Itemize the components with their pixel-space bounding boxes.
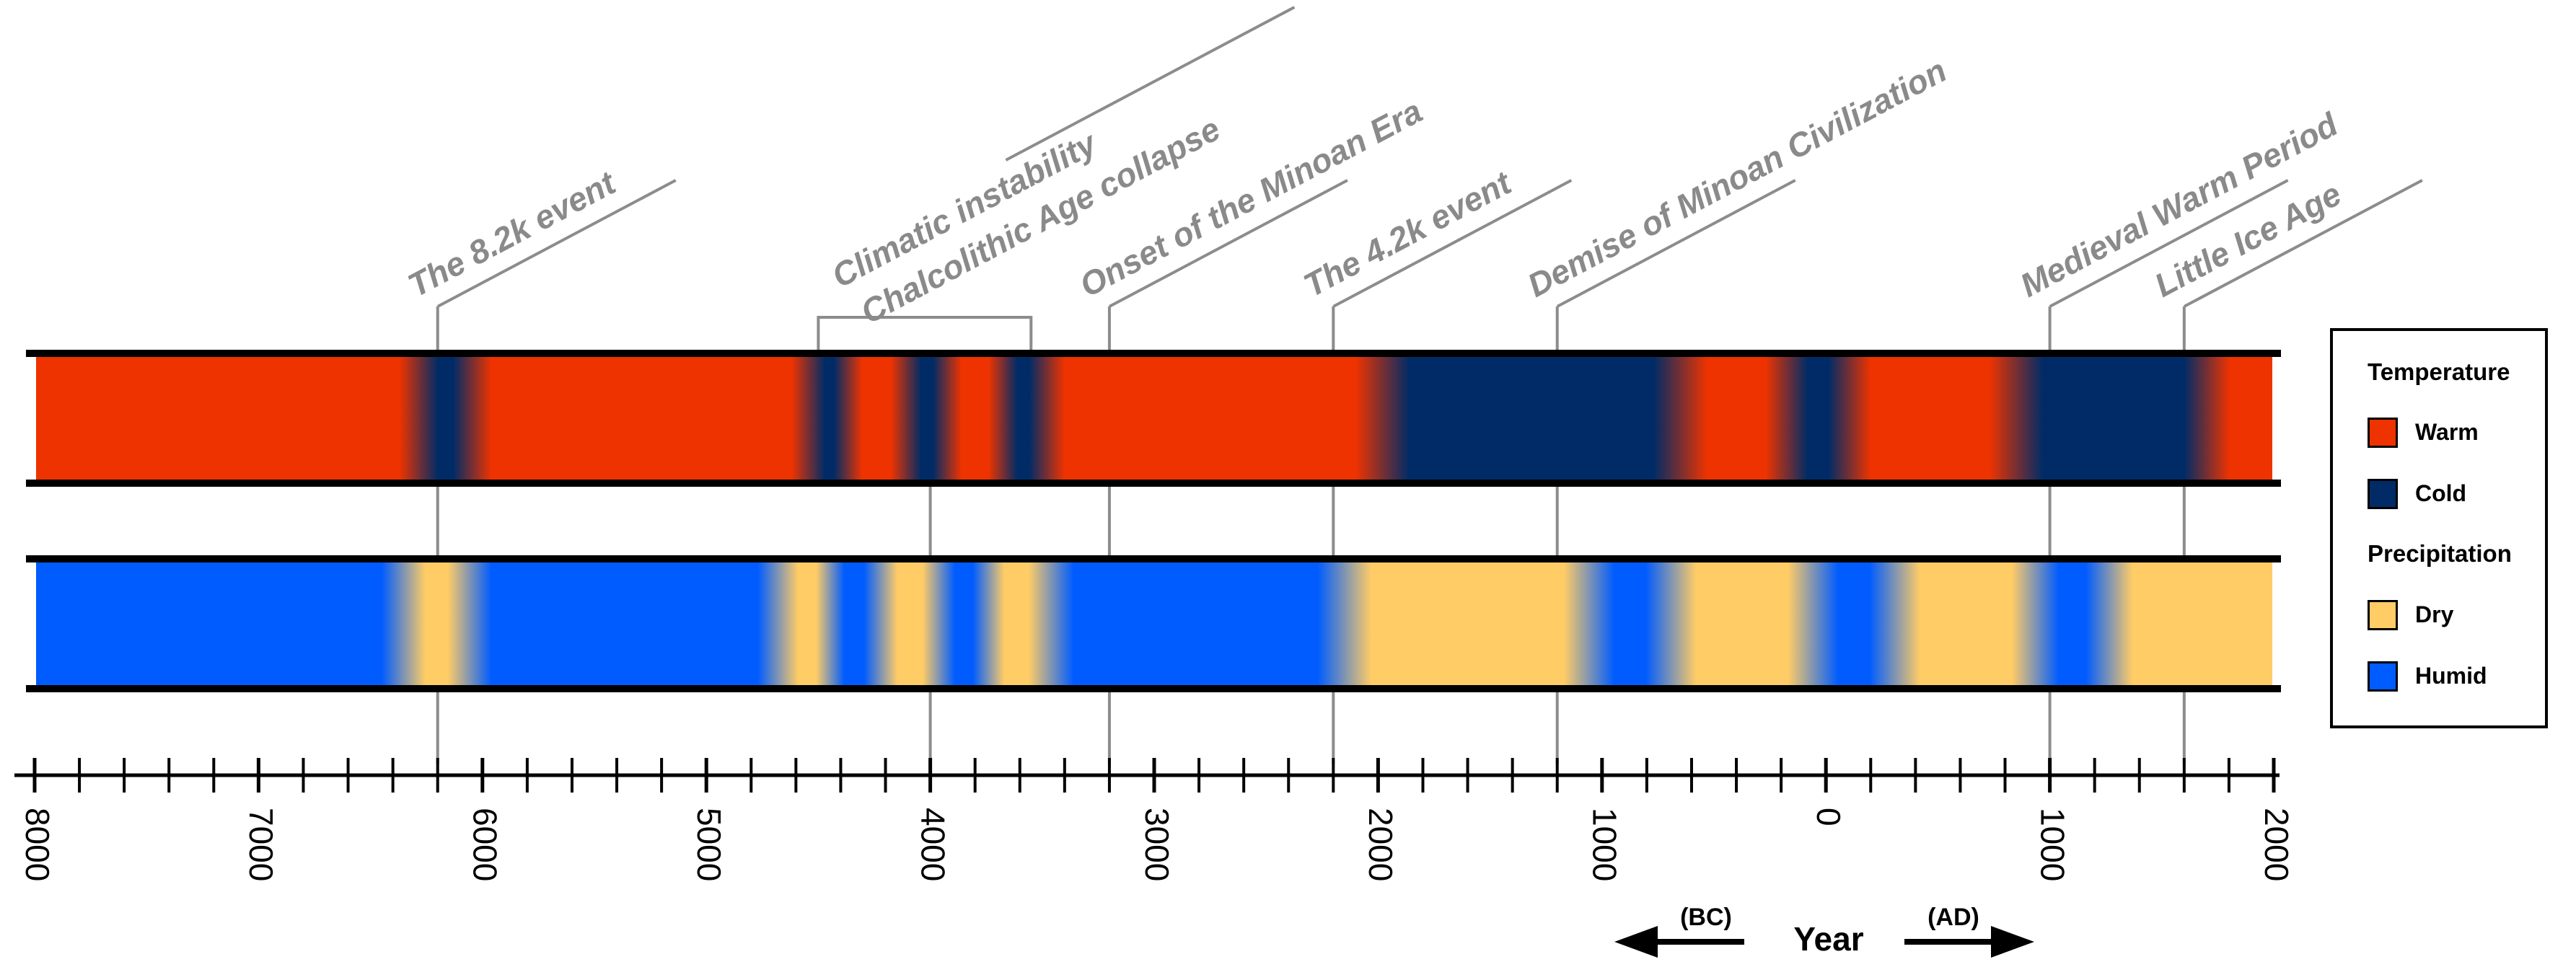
- humid-swatch: [2368, 661, 2398, 692]
- left-arrow-icon: [1614, 926, 1744, 958]
- precipitation-bar: [26, 555, 2281, 692]
- event-labels: The 8.2k event Climatic instabilityChalco…: [402, 6, 2423, 350]
- event-label-demise-of-minoan-civilization: Demise of Minoan Civilization: [1521, 51, 1953, 304]
- event-label-the-4-2k-event: The 4.2k event: [1298, 163, 1518, 304]
- right-arrow-icon: [1904, 926, 2034, 958]
- x-tick-label: 1000: [2034, 808, 2071, 881]
- x-tick-label: 6000: [467, 808, 504, 881]
- x-tick-label: 0: [1810, 808, 1847, 826]
- event-leader-line: [1108, 179, 1348, 308]
- event-leader-line: [1332, 179, 1573, 308]
- x-axis-title: Year: [1793, 920, 1863, 958]
- ad-label: (AD): [1927, 904, 1979, 931]
- event-leader-line: [2183, 179, 2423, 308]
- legend-label-humid: Humid: [2415, 663, 2487, 689]
- x-tick-label: 5000: [690, 808, 728, 881]
- event-label-the-8-2k-event: The 8.2k event: [402, 163, 623, 304]
- warm-swatch: [2368, 418, 2398, 448]
- event-leader-line: [436, 179, 677, 308]
- dry-swatch: [2368, 600, 2398, 630]
- temperature-bar-fill: [36, 353, 2272, 483]
- temperature-bar: [26, 350, 2281, 487]
- legend-label-warm: Warm: [2415, 419, 2479, 445]
- axis-title-group: (BC) (AD) Year: [1614, 904, 2034, 958]
- x-tick-label: 7000: [242, 808, 280, 881]
- legend-temperature-title: Temperature: [2368, 358, 2510, 385]
- legend-precipitation-title: Precipitation: [2368, 540, 2512, 567]
- x-tick-label: 3000: [1138, 808, 1176, 881]
- cold-swatch: [2368, 479, 2398, 509]
- bc-label: (BC): [1680, 904, 1732, 931]
- x-tick-label: 8000: [19, 808, 56, 881]
- x-tick-label: 2000: [1362, 808, 1399, 881]
- precipitation-bar-fill: [36, 559, 2272, 689]
- x-tick-label: 2000: [2258, 808, 2295, 881]
- x-tick-label: 1000: [1586, 808, 1624, 881]
- event-leader-line: [2049, 179, 2289, 308]
- event-leader-line: [1005, 6, 1296, 162]
- x-axis: 8000 7000 6000 5000 4000 3000 2000 1000 0 1000 200…: [14, 758, 2295, 881]
- event-bracket-climatic-instability: [817, 316, 1033, 350]
- legend: Temperature Warm Cold Precipitation Dry …: [2330, 328, 2548, 728]
- climate-bars: [26, 350, 2281, 692]
- legend-label-dry: Dry: [2415, 601, 2454, 627]
- event-leader-line: [1556, 179, 1796, 308]
- x-tick-label: 4000: [914, 808, 951, 881]
- legend-label-cold: Cold: [2415, 480, 2467, 506]
